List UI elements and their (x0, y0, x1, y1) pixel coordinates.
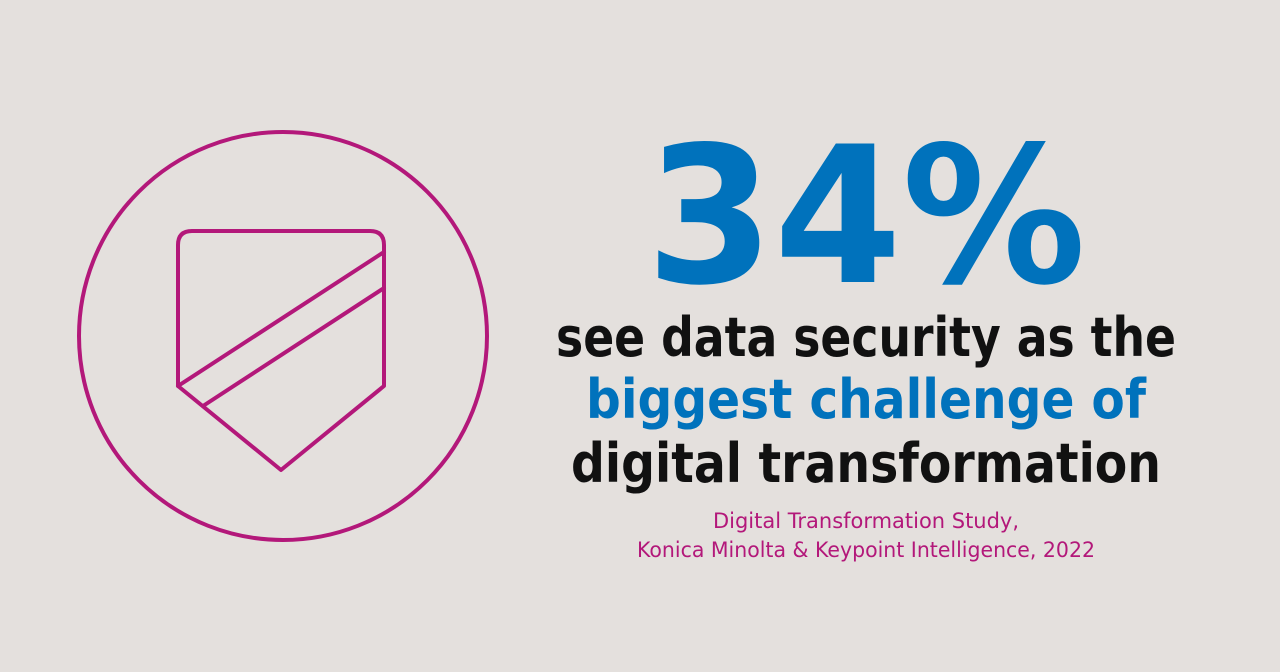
source-line: Digital Transformation Study, (713, 509, 1019, 533)
shield-icon (77, 130, 489, 542)
stat-value: 34% (646, 106, 1086, 327)
statement-highlight: biggest challenge of (586, 368, 1146, 431)
icon-circle (77, 130, 489, 542)
statement-line: digital transformation (571, 432, 1161, 495)
shield-stripe (176, 250, 386, 388)
statement-line: see data security as the (556, 306, 1176, 369)
shield-stripe (201, 286, 386, 408)
shield (176, 229, 386, 472)
source-line: Konica Minolta & Keypoint Intelligence, … (637, 538, 1095, 562)
